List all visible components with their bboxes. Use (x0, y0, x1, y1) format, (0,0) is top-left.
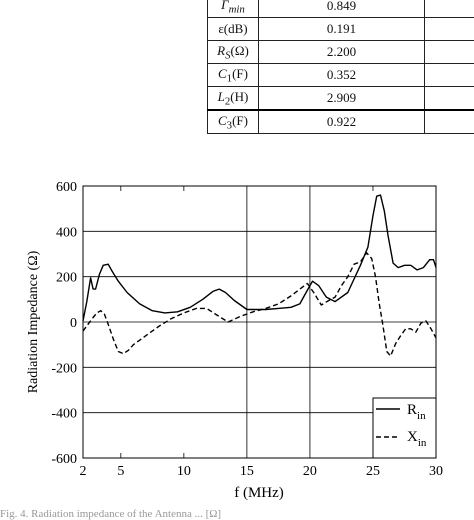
legend-label-x-in: Xin (407, 429, 427, 449)
y-tick-label: 600 (56, 180, 77, 195)
legend-label-x-sub: in (418, 437, 427, 449)
param-label-c1-f: C1(F) (207, 63, 259, 87)
x-tick-label: 25 (366, 464, 380, 479)
figure-caption: Fig. 4. Radiation impedance of the Anten… (0, 508, 222, 520)
x-tick-label: 20 (303, 464, 317, 479)
param-label-c3-f: C3(F) (207, 109, 259, 134)
table-row: C1(F) 0.352 (207, 63, 474, 87)
param-extra-cell (424, 109, 474, 134)
param-extra-cell (424, 63, 474, 87)
y-tick-label: 400 (56, 225, 77, 240)
chart-legend: Rin Xin (372, 397, 437, 459)
x-tick-label: 2 (80, 464, 87, 479)
table-row: C3(F) 0.922 (207, 109, 474, 134)
y-tick-label: -200 (51, 361, 77, 376)
param-label-rs-ohm: RS(Ω) (207, 40, 259, 64)
x-tick-label: 30 (429, 464, 443, 479)
table-row: ε(dB) 0.191 (207, 17, 474, 41)
y-tick-label: -400 (51, 407, 77, 422)
y-tick-label: 200 (56, 271, 77, 286)
series-line-x-in (82, 252, 437, 357)
x-tick-label: 15 (240, 464, 254, 479)
series-line-r-in (82, 194, 437, 322)
param-extra-cell (424, 17, 474, 41)
x-tick-label: 5 (117, 464, 124, 479)
param-label-epsilon-db: ε(dB) (207, 17, 259, 41)
table-row: RS(Ω) 2.200 (207, 40, 474, 64)
parameter-table-body: Γmin 0.849 ε(dB) 0.191 RS(Ω) 2.200 C1(F) 0.352 L… (207, 0, 474, 134)
legend-box (372, 397, 437, 459)
y-axis-label: Radiation Impedance (Ω) (26, 250, 41, 393)
x-axis-label: f (MHz) (234, 485, 284, 501)
parameter-table: Γmin 0.849 ε(dB) 0.191 RS(Ω) 2.200 C1(F) 0.352 L… (207, 0, 474, 134)
param-extra-cell (424, 40, 474, 64)
legend-label-r-in: Rin (407, 402, 426, 422)
param-value-c3-f: 0.922 (258, 109, 425, 134)
y-tick-label: -600 (51, 452, 77, 467)
legend-label-r-main: R (407, 402, 417, 418)
x-tick-label: 10 (177, 464, 191, 479)
legend-label-x-main: X (407, 429, 418, 445)
chart-series (82, 194, 437, 357)
y-tick-label: 0 (70, 316, 77, 331)
legend-label-r-sub: in (417, 410, 426, 422)
param-value-c1-f: 0.352 (258, 63, 425, 87)
